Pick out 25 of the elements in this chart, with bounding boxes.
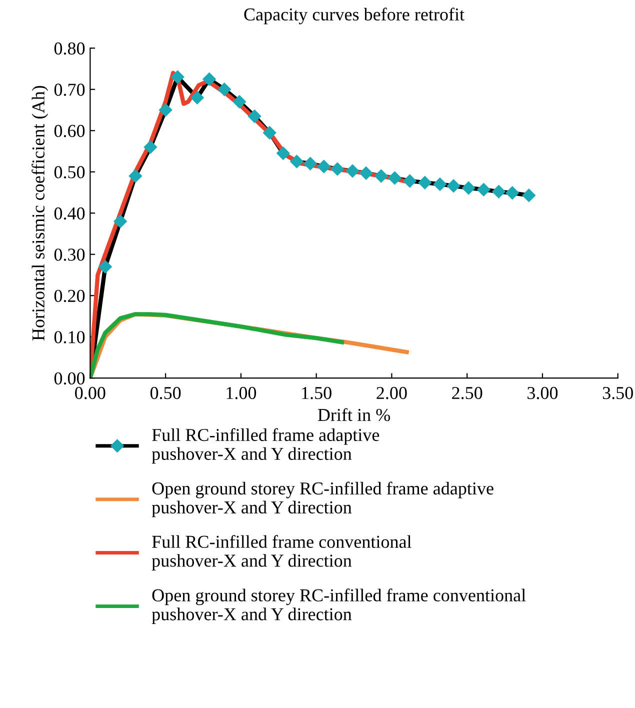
legend-label: Open ground storey RC-infilled frame adaptive pushover-X and Y direction xyxy=(152,482,494,518)
x-tick-label: 0.50 xyxy=(150,386,181,400)
x-tick-label: 3.50 xyxy=(602,386,633,400)
x-tick-label: 0.00 xyxy=(75,386,106,400)
x-tick-label: 2.00 xyxy=(376,386,407,400)
chart-title: Capacity curves before retrofit xyxy=(244,8,464,24)
y-tick-label: 0.30 xyxy=(54,248,85,261)
x-tick-label: 1.50 xyxy=(302,386,332,400)
y-tick-label: 0.40 xyxy=(54,207,85,220)
y-tick-label: 0.60 xyxy=(54,124,85,138)
y-tick-label: 0.10 xyxy=(54,331,85,344)
y-tick-label: 0.70 xyxy=(54,84,85,96)
x-tick-label: 3.00 xyxy=(528,386,558,400)
x-axis-title: Drift in % xyxy=(318,408,390,422)
y-tick-label: 0.50 xyxy=(54,166,85,178)
y-tick-label: 0.80 xyxy=(54,42,85,55)
x-tick-label: 2.50 xyxy=(452,386,482,400)
legend-label: Full RC-infilled frame conventional pushover-X and Y direction xyxy=(152,535,412,570)
y-axis-title: Horizontal seismic coefficient (Ah) xyxy=(32,86,48,341)
x-tick-label: 1.00 xyxy=(226,386,256,400)
legend-label: Open ground storey RC-infilled frame conventional pushover-X and Y direction xyxy=(152,588,526,624)
y-tick-label: 0.00 xyxy=(54,372,85,385)
line-series xyxy=(90,312,344,378)
y-tick-label: 0.20 xyxy=(54,290,85,302)
legend-label: Full RC-infilled frame adaptive pushover-X and Y direction xyxy=(152,428,380,464)
